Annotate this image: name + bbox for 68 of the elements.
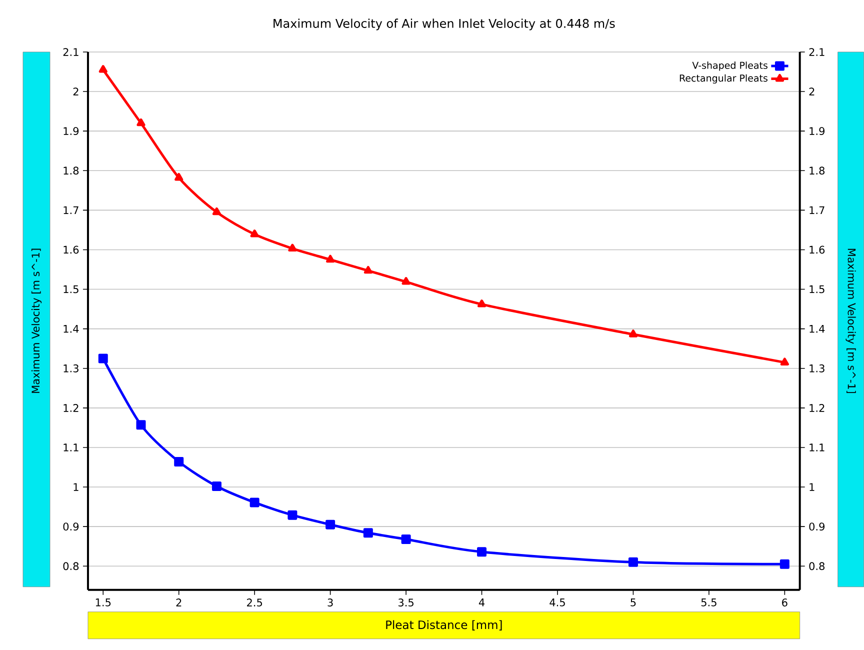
- y2-tick-label: 1.9: [810, 127, 824, 136]
- point: [780, 559, 790, 569]
- y-tick-label: 2: [73, 88, 78, 96]
- chart-title: Maximum Velocity of Air when Inlet Velocity at 0.448 m/s: [274, 18, 615, 30]
- point: [174, 173, 184, 181]
- legend-label: Rectangular Pleats: [680, 74, 768, 84]
- point: [401, 534, 411, 544]
- point: [326, 254, 335, 263]
- y2-tick-label: 1.7: [810, 206, 824, 214]
- point: [628, 558, 638, 567]
- y-tick-label: 1.4: [64, 325, 79, 333]
- point: [288, 510, 298, 520]
- x-tick-label: 4: [478, 598, 485, 606]
- point: [477, 547, 487, 557]
- y2-tick-label: 1.6: [810, 246, 825, 254]
- y-tick-label: 1.8: [64, 166, 79, 175]
- point: [363, 528, 373, 538]
- y-tick-label: 1.1: [64, 444, 78, 452]
- x-tick-label: 4.5: [550, 598, 565, 606]
- x-tick-label: 3: [328, 598, 333, 607]
- y2-axis-title: Maximum Velocity [m s^-1]: [846, 249, 856, 394]
- point: [288, 244, 297, 252]
- point: [628, 330, 638, 338]
- y-tick-label: 1.7: [64, 206, 78, 214]
- x-tick-label: 3.5: [398, 598, 414, 607]
- y-tick-label: 0.8: [63, 562, 79, 570]
- point: [250, 498, 260, 508]
- y2-tick-label: 0.9: [809, 522, 824, 531]
- y2-tick-label: 1.3: [810, 364, 824, 372]
- x-tick-label: 1.5: [96, 598, 111, 606]
- y-tick-label: 1.5: [64, 285, 78, 294]
- point: [364, 266, 372, 274]
- y-tick-label: 1.6: [64, 246, 79, 254]
- legend-label: V-shaped Pleats: [692, 62, 768, 71]
- y2-tick-label: 2.1: [809, 48, 824, 56]
- point: [98, 354, 108, 364]
- y-tick-label: 1.2: [64, 404, 78, 412]
- point: [98, 65, 108, 73]
- point: [136, 420, 146, 430]
- x-tick-label: 5.5: [701, 598, 716, 606]
- x-axis-title: Pleat Distance [mm]: [386, 620, 502, 631]
- y2-tick-label: 1.8: [810, 166, 825, 175]
- y-axis-title: Maximum Velocity [m s^-1]: [31, 248, 42, 393]
- y-tick-label: 1: [74, 483, 78, 491]
- y-tick-label: 1.3: [64, 364, 78, 372]
- y2-tick-label: 2: [809, 88, 814, 96]
- y-tick-label: 0.9: [63, 522, 79, 531]
- x-tick-label: 2.5: [247, 598, 262, 607]
- y2-tick-label: 1: [810, 483, 814, 491]
- y2-tick-label: 1.5: [810, 285, 824, 294]
- x-tick-label: 2: [176, 598, 182, 606]
- point: [212, 207, 221, 216]
- point: [780, 358, 789, 366]
- point: [402, 277, 410, 285]
- point: [136, 118, 146, 126]
- y-tick-label: 2.1: [63, 48, 78, 56]
- point: [174, 457, 184, 467]
- x-tick-label: 5: [630, 598, 636, 606]
- y2-tick-label: 1.2: [810, 404, 824, 412]
- point: [212, 482, 222, 492]
- y2-tick-label: 0.8: [809, 562, 825, 570]
- point: [326, 520, 336, 530]
- point: [477, 300, 486, 308]
- y-tick-label: 1.9: [64, 127, 79, 136]
- y2-tick-label: 1.4: [810, 325, 825, 333]
- point: [250, 230, 259, 238]
- x-tick-label: 6: [782, 598, 788, 607]
- y2-tick-label: 1.1: [810, 444, 824, 452]
